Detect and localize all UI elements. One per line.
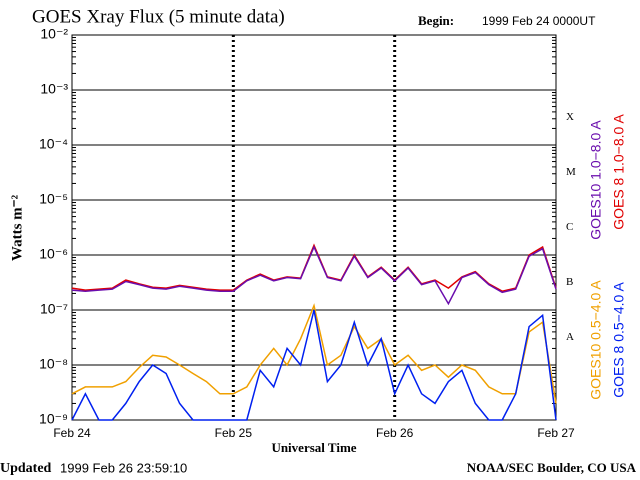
y-axis-label: Watts m⁻² [9, 194, 25, 261]
legend-entry: GOES10 1.0−8.0 A [588, 120, 604, 240]
series-line [71, 243, 557, 292]
flare-class: B [566, 276, 573, 288]
y-tick-label: 10⁻⁴ [39, 136, 68, 152]
begin-date: 1999 Feb 24 0000UT [482, 14, 596, 28]
y-tick-label: 10⁻⁹ [39, 411, 68, 427]
begin-label: Begin: [418, 13, 454, 28]
x-tick-label: Feb 27 [537, 426, 575, 440]
legend-entry: GOES 8 1.0−8.0 A [611, 114, 627, 230]
legend-entry: GOES10 0.5−4.0 A [588, 280, 604, 400]
flare-class: X [566, 111, 574, 123]
y-tick-label: 10⁻⁷ [40, 301, 68, 317]
flare-class: C [566, 221, 573, 233]
updated-date: 1999 Feb 26 23:59:10 [60, 460, 187, 475]
flare-class: A [566, 331, 574, 343]
y-tick-label: 10⁻⁵ [39, 191, 68, 207]
y-tick-label: 10⁻² [40, 26, 68, 42]
series-line [71, 303, 557, 404]
x-tick-label: Feb 25 [215, 426, 253, 440]
plot-frame [71, 34, 557, 421]
flare-class: M [566, 166, 576, 178]
legend-entry: GOES 8 0.5−4.0 A [611, 282, 627, 398]
x-tick-label: Feb 24 [53, 426, 91, 440]
y-tick-label: 10⁻⁸ [39, 356, 68, 372]
x-tick-label: Feb 26 [376, 426, 414, 440]
y-tick-label: 10⁻⁶ [39, 246, 68, 262]
x-axis-label: Universal Time [271, 440, 356, 455]
series-line [71, 309, 557, 421]
series-line [71, 245, 557, 306]
y-tick-label: 10⁻³ [40, 81, 68, 97]
credit: NOAA/SEC Boulder, CO USA [467, 460, 637, 475]
chart-title: GOES Xray Flux (5 minute data) [32, 6, 285, 27]
updated-label: Updated [0, 461, 52, 476]
